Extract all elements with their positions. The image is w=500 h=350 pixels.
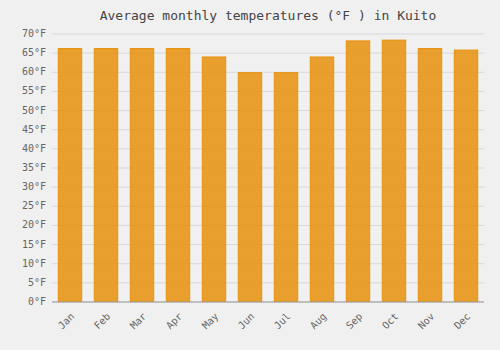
y-tick-label: 30°F	[22, 181, 46, 192]
x-tick-label: May	[200, 311, 221, 332]
grid-line	[52, 302, 484, 303]
y-tick-label: 70°F	[22, 28, 46, 39]
bar	[418, 49, 441, 302]
y-tick-label: 5°F	[28, 277, 46, 288]
x-tick-label: Oct	[380, 311, 401, 332]
grid-line	[52, 34, 484, 35]
x-tick-label: Jun	[236, 311, 257, 332]
chart-container: 0°F 5°F 10°F 15°F 20°F 25°F 30°F 35°F 40°F 45°F 50…	[0, 0, 500, 350]
y-tick-label: 10°F	[22, 258, 46, 269]
x-tick-label: Nov	[416, 311, 437, 332]
chart-svg: 0°F 5°F 10°F 15°F 20°F 25°F 30°F 35°F 40°F 45°F 50…	[0, 0, 500, 350]
x-axis-line	[52, 302, 484, 303]
chart-title: Average monthly temperatures (°F ) in Ku…	[100, 8, 437, 23]
x-tick-label: Sep	[344, 311, 365, 332]
x-tick-label: Aug	[308, 311, 329, 332]
x-tick-label: Feb	[92, 311, 113, 332]
x-tick-label: Jan	[56, 311, 77, 332]
bar	[454, 50, 477, 302]
x-tick-label: Apr	[164, 311, 185, 332]
y-tick-label: 20°F	[22, 219, 46, 230]
y-tick-label: 55°F	[22, 85, 46, 96]
y-tick-label: 45°F	[22, 124, 46, 135]
bar	[346, 41, 369, 302]
bar	[274, 73, 297, 302]
bar	[202, 57, 225, 302]
bar	[58, 49, 81, 302]
y-grid	[52, 34, 484, 302]
y-tick-label: 15°F	[22, 239, 46, 250]
bars	[58, 40, 477, 302]
x-axis: Jan Feb Mar Apr May Jun Jul Aug Sep Oct Nov Dec	[52, 302, 484, 331]
y-tick-label: 65°F	[22, 47, 46, 58]
bar	[382, 40, 405, 302]
y-tick-label: 25°F	[22, 200, 46, 211]
bar	[94, 49, 117, 302]
bar	[166, 49, 189, 302]
y-tick-label: 0°F	[28, 296, 46, 307]
x-tick-label: Mar	[128, 311, 149, 332]
y-tick-label: 60°F	[22, 66, 46, 77]
y-tick-label: 50°F	[22, 105, 46, 116]
y-tick-label: 35°F	[22, 162, 46, 173]
x-tick-label: Dec	[452, 311, 473, 332]
y-axis: 0°F 5°F 10°F 15°F 20°F 25°F 30°F 35°F 40°F 45°F 50…	[22, 28, 46, 307]
bar	[130, 49, 153, 302]
x-tick-label: Jul	[272, 311, 293, 332]
bar	[238, 73, 261, 302]
y-tick-label: 40°F	[22, 143, 46, 154]
bar	[310, 57, 333, 302]
